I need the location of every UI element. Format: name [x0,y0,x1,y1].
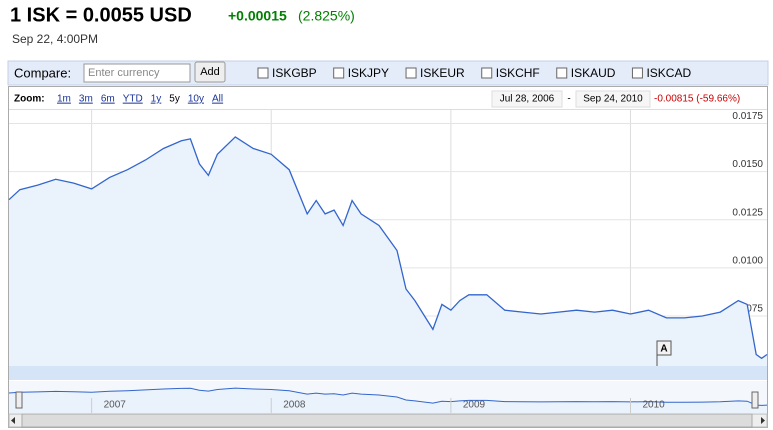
zoom-label: Zoom: [14,94,45,105]
axis-band [9,366,767,380]
compare-label: Compare: [14,65,71,80]
zoom-link[interactable]: 6m [101,94,115,105]
scroll-thumb[interactable] [21,413,753,428]
option-label: ISKCAD [646,66,691,80]
y-tick-label: 0.0125 [732,207,763,218]
zoom-link[interactable]: 1y [151,94,162,105]
line [8,387,768,406]
line [8,136,768,360]
option-label: ISKGBP [272,66,317,80]
zoom-link[interactable]: All [212,94,223,105]
y-tick-label: 0.0150 [732,159,763,170]
checkbox[interactable] [631,67,643,79]
change: +0.00015 [228,8,287,24]
range-sep: - [567,94,570,105]
nav-year-label: 2007 [104,400,127,411]
option-label: ISKCHF [496,66,540,80]
nav-year-label: 2008 [283,400,306,411]
zoom-link[interactable]: 10y [188,94,204,105]
zoom-link[interactable]: YTD [123,94,143,105]
checkbox[interactable] [257,67,269,79]
nav-year-label: 2009 [463,400,486,411]
time: Sep 22, 4:00PM [12,32,98,46]
range-start: Jul 28, 2006 [500,94,555,105]
option-label: ISKJPY [348,66,389,80]
input-placeholder: Enter currency [88,67,160,79]
change-pct: (2.825%) [298,8,355,24]
zoom-link[interactable]: 1m [57,94,71,105]
checkbox[interactable] [405,67,417,79]
nav-year-label: 2010 [642,400,665,411]
checkbox[interactable] [556,67,568,79]
add-label: Add [200,66,220,78]
range-change: -0.00815 (-59.66%) [654,94,740,105]
checkbox[interactable] [481,67,493,79]
range-end: Sep 24, 2010 [583,94,643,105]
zoom-link: 5y [169,94,180,105]
currency-input[interactable] [83,63,191,83]
y-tick-label: 0.0175 [732,111,763,122]
nav-handle-left[interactable] [15,391,23,409]
title: 1 ISK = 0.0055 USD [10,4,192,26]
area [9,136,767,366]
nav-handle-right[interactable] [751,391,759,409]
range-start-box[interactable] [491,90,563,108]
zoom-link[interactable]: 3m [79,94,93,105]
add-button[interactable] [194,61,226,83]
flag-box[interactable] [656,340,672,356]
flag-label: A [660,344,667,355]
checkbox[interactable] [333,67,345,79]
range-end-box[interactable] [575,90,651,108]
y-tick-label: 0.0100 [732,255,763,266]
area [9,388,767,413]
option-label: ISKEUR [420,66,465,80]
option-label: ISKAUD [571,66,616,80]
